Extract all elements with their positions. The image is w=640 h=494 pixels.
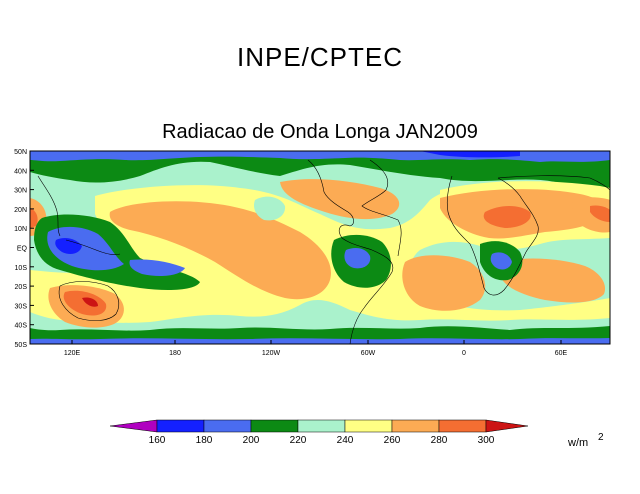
field-band-160-180-maritime [55,238,82,254]
field-band-280-300-arabia [483,206,531,228]
coast-eurasia [497,175,610,191]
lat-label: 40N [14,168,27,175]
colorbar-box [391,419,440,433]
latitude-labels: 50N 40N 30N 20N 10N EQ 10S 20S 30S 40S 5… [14,149,27,349]
field-band-180-200-spcz [129,259,185,276]
coast-africa [446,175,539,296]
colorbar-box [203,419,252,433]
coast-australia [58,281,120,321]
field-band-180-200-south [30,338,610,344]
lon-label: 180 [169,350,181,357]
colorbar-tick: 160 [149,435,166,446]
field-band-180-200-amazon [344,248,371,269]
colorbar-tick-labels: 160 180 200 220 240 260 280 300 [149,435,495,446]
colorbar-box [438,419,487,433]
field-band-280-300-australia [63,290,107,316]
colorbar-tick: 180 [196,435,213,446]
lon-label: 60E [555,350,568,357]
colorbar-extend-high [485,419,529,433]
main-title: INPE/CPTEC [236,42,404,72]
lon-label: 120E [64,350,81,357]
lat-label: 30S [15,303,28,310]
field-band-200-220-north [30,151,610,195]
colorbar-box [297,419,346,433]
field-band-180-200-maritime [47,226,124,271]
field-band-220-240-hawaii [254,196,286,221]
colorbar-tick: 300 [478,435,495,446]
coast-east-asia [37,175,61,237]
colorbar-tick: 260 [384,435,401,446]
lat-label: 30N [14,188,27,195]
lat-label: 10S [15,265,28,272]
colorbar-box [344,419,393,433]
colorbar-tick: 220 [290,435,307,446]
colorbar-box [250,419,299,433]
coast-indonesia [65,239,121,256]
field-band-160-180-north [420,151,520,158]
lat-label: 10N [14,226,27,233]
colorbar-tick: 240 [337,435,354,446]
lat-label: 50S [15,342,28,349]
units-label: w/m [567,437,588,449]
lat-label: 20S [15,284,28,291]
longitude-labels: 120E 180 120W 60W 0 60E [64,350,568,357]
field-band-280-300-east [590,205,610,222]
colorbar [109,419,529,433]
field-band-260-280-mexico [280,179,400,220]
field-band-180-200-congo [490,252,512,270]
field-band-260-280-pacific [109,201,331,300]
lat-label: 50N [14,149,27,156]
colorbar-tick: 280 [431,435,448,446]
field-band-280-300-west [30,208,38,228]
field-band-260-280-indian [500,258,606,303]
colorbar-extend-low [109,419,158,433]
lon-label: 120W [262,350,281,357]
lat-label: EQ [17,246,28,253]
lat-label: 20N [14,207,27,214]
map-subtitle: Radiacao de Onda Longa JAN2009 [162,121,478,143]
coastlines [37,159,610,344]
colorbar-box [156,419,205,433]
map-field [30,151,610,344]
axis-ticks [30,150,562,345]
colorbar-tick: 200 [243,435,260,446]
coast-americas-east [361,159,402,257]
lat-label: 40S [15,323,28,330]
units-exponent: 2 [598,432,604,443]
field-band-260-280-atlantic [402,255,486,311]
coast-americas-west [307,159,394,344]
field-band-gt300 [82,297,98,307]
lon-label: 0 [462,350,466,357]
lon-label: 60W [361,350,376,357]
